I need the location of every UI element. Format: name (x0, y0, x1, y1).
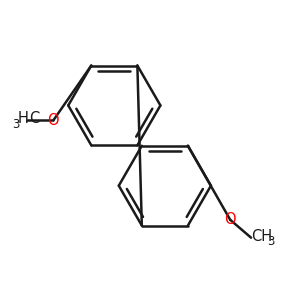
Text: H: H (17, 111, 28, 126)
Text: 3: 3 (267, 235, 275, 248)
Text: O: O (48, 113, 59, 128)
Text: CH: CH (251, 229, 272, 244)
Text: O: O (224, 212, 236, 227)
Text: C: C (29, 111, 39, 126)
Text: 3: 3 (12, 118, 20, 131)
